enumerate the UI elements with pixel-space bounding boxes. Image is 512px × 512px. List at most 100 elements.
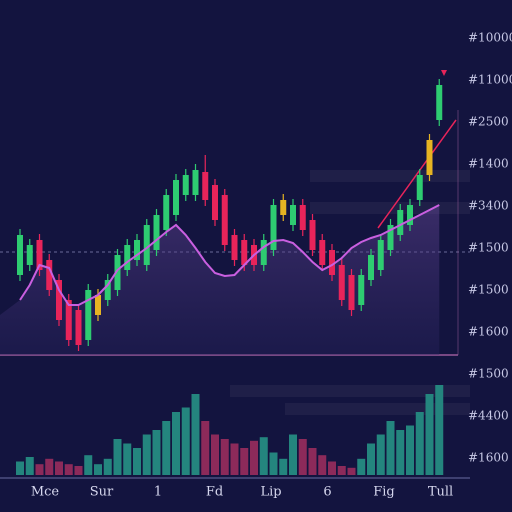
candle-body [192, 170, 199, 195]
volume-bar [191, 394, 200, 475]
volume-bar [269, 452, 278, 475]
time-label: Lip [260, 485, 281, 500]
volume-bar [308, 448, 317, 475]
volume-bar [181, 407, 190, 475]
volume-bar [220, 439, 229, 475]
candle-body [95, 295, 101, 315]
candle-body [368, 255, 374, 280]
candle-body [338, 265, 345, 300]
candle-body [260, 240, 267, 265]
volume-bar [298, 439, 307, 475]
candle-body [348, 275, 355, 310]
volume-bar [25, 457, 34, 475]
volume-bar [425, 394, 434, 475]
volume-bar [211, 434, 219, 475]
trend-line [377, 119, 457, 229]
ma-area [0, 205, 440, 355]
candle-body [212, 185, 218, 220]
volume-bar [113, 439, 122, 475]
volume-bar [201, 421, 210, 475]
candle-body [143, 225, 150, 265]
price-axis-label: #1500 [468, 367, 509, 381]
volume-bar [142, 434, 151, 475]
candle-body [397, 210, 404, 235]
candle-body [290, 205, 296, 225]
volume-bar [259, 437, 268, 475]
time-label: Fd [206, 485, 223, 500]
volume-bar [376, 434, 385, 475]
glow-band [230, 385, 470, 397]
volume-bar [367, 443, 375, 475]
candle-body [436, 85, 443, 120]
volume-bar [84, 455, 93, 475]
volume-bar [230, 443, 239, 475]
candle-body [182, 175, 189, 195]
volume-bar [347, 467, 356, 475]
volume-bar [16, 461, 24, 475]
time-label: Fig [373, 485, 395, 500]
candle-body [85, 290, 92, 340]
candle-body [26, 245, 33, 265]
volume-bar [386, 421, 395, 475]
volume-bar [152, 430, 161, 475]
marker-arrow [441, 70, 447, 76]
volume-bar [64, 464, 73, 475]
candle-body [377, 240, 384, 270]
price-axis-label: #1400 [468, 157, 509, 171]
volume-bar [337, 466, 346, 475]
price-axis-label: #1500 [468, 283, 509, 297]
volume-bar [94, 464, 102, 475]
candle-body [114, 255, 121, 290]
price-axis-label: #1500 [468, 241, 509, 255]
candle-body [299, 205, 306, 230]
candle-body [36, 240, 43, 270]
price-axis-label: #4400 [468, 409, 509, 423]
volume-bar [396, 430, 405, 475]
volume-bar [35, 464, 44, 475]
candle-body [407, 205, 413, 225]
candle-body [358, 275, 365, 305]
candle-body [231, 235, 238, 260]
candle-body [416, 175, 423, 200]
candle-body [124, 245, 131, 270]
volume-bar [45, 458, 54, 475]
time-label: Mce [31, 485, 60, 500]
time-label: Sur [90, 485, 114, 500]
candle-body [387, 225, 394, 250]
candle-body [426, 140, 433, 175]
time-label: 1 [154, 485, 162, 500]
candle-body [173, 180, 179, 215]
price-axis-label: #3400 [468, 199, 509, 213]
price-axis-label: #10000 [468, 31, 512, 45]
candle-body [46, 260, 53, 290]
candle-body [75, 310, 82, 345]
candle-body [221, 195, 228, 245]
candle-body [134, 240, 140, 260]
volume-bar [406, 425, 414, 475]
volume-bar [279, 458, 288, 475]
candle-body [309, 220, 316, 250]
volume-bar [240, 448, 249, 475]
volume-bar [55, 461, 63, 475]
volume-bar [318, 455, 327, 475]
candle-body [153, 215, 160, 250]
volume-bar [435, 385, 444, 475]
volume-bar [172, 412, 180, 475]
candle-body [56, 280, 62, 320]
candle-body [319, 240, 326, 265]
candle-body [270, 205, 277, 250]
volume-bar [103, 458, 112, 475]
time-label: Tull [428, 485, 453, 500]
volume-bar [123, 443, 132, 475]
candle-body [17, 235, 23, 275]
price-axis-label: #2500 [468, 115, 509, 129]
candle-body [202, 172, 209, 200]
volume-bar [289, 434, 297, 475]
glow-band [310, 170, 470, 182]
price-axis-label: #1600 [468, 325, 509, 339]
candle-body [280, 200, 287, 215]
moving-average-line [19, 204, 440, 306]
candle-body [104, 280, 111, 300]
volume-bar [133, 448, 141, 475]
